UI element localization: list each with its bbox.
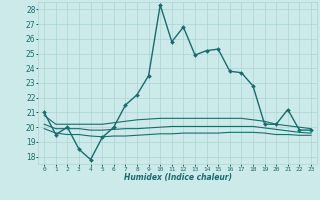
X-axis label: Humidex (Indice chaleur): Humidex (Indice chaleur): [124, 173, 232, 182]
